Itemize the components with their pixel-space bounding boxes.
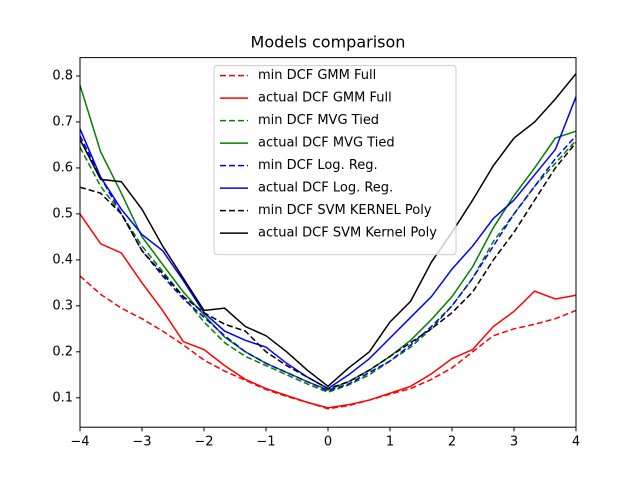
y-tick-label: 0.6 (52, 160, 73, 175)
y-tick-label: 0.3 (52, 298, 73, 313)
y-tick-label: 0.8 (52, 68, 73, 83)
y-tick-label: 0.7 (52, 114, 73, 129)
series-line (79, 84, 577, 391)
plot-frame (79, 57, 577, 428)
series-line (79, 142, 577, 390)
y-tick-label: 0.4 (52, 252, 73, 267)
legend-label: min DCF GMM Full (258, 68, 376, 83)
series-line (79, 135, 577, 392)
x-tick-label: −1 (256, 435, 275, 450)
x-tick-label: −2 (194, 435, 213, 450)
legend-label: min DCF SVM KERNEL Poly (258, 203, 432, 218)
x-tick-label: 1 (386, 435, 394, 450)
legend-label: actual DCF Log. Reg. (258, 181, 393, 196)
legend-box (213, 65, 457, 256)
legend-label: min DCF Log. Reg. (258, 158, 378, 173)
legend-label: actual DCF MVG Tied (258, 136, 395, 151)
x-tick-label: 0 (324, 435, 332, 450)
legend-label: actual DCF SVM Kernel Poly (258, 226, 437, 241)
y-tick-label: 0.1 (52, 390, 73, 405)
legend-label: min DCF MVG Tied (258, 113, 379, 128)
x-tick-label: 2 (448, 435, 456, 450)
chart-title: Models comparison (251, 33, 406, 52)
series-line (79, 73, 577, 388)
x-tick-label: 4 (572, 435, 580, 450)
x-tick-label: −4 (70, 435, 89, 450)
legend: min DCF GMM Full actual DCF GMM Full min D… (213, 65, 457, 256)
legend-label: actual DCF GMM Full (258, 91, 392, 106)
x-tick-label: −3 (132, 435, 151, 450)
series-line (79, 213, 577, 409)
series-line (79, 139, 577, 394)
x-tick-label: 3 (510, 435, 518, 450)
y-tick-label: 0.2 (52, 344, 73, 359)
series-line (79, 275, 577, 410)
y-tick-label: 0.5 (52, 206, 73, 221)
